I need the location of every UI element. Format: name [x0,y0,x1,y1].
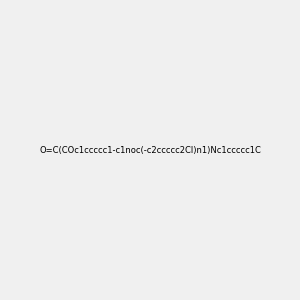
Text: O=C(COc1ccccc1-c1noc(-c2ccccc2Cl)n1)Nc1ccccc1C: O=C(COc1ccccc1-c1noc(-c2ccccc2Cl)n1)Nc1c… [39,146,261,154]
